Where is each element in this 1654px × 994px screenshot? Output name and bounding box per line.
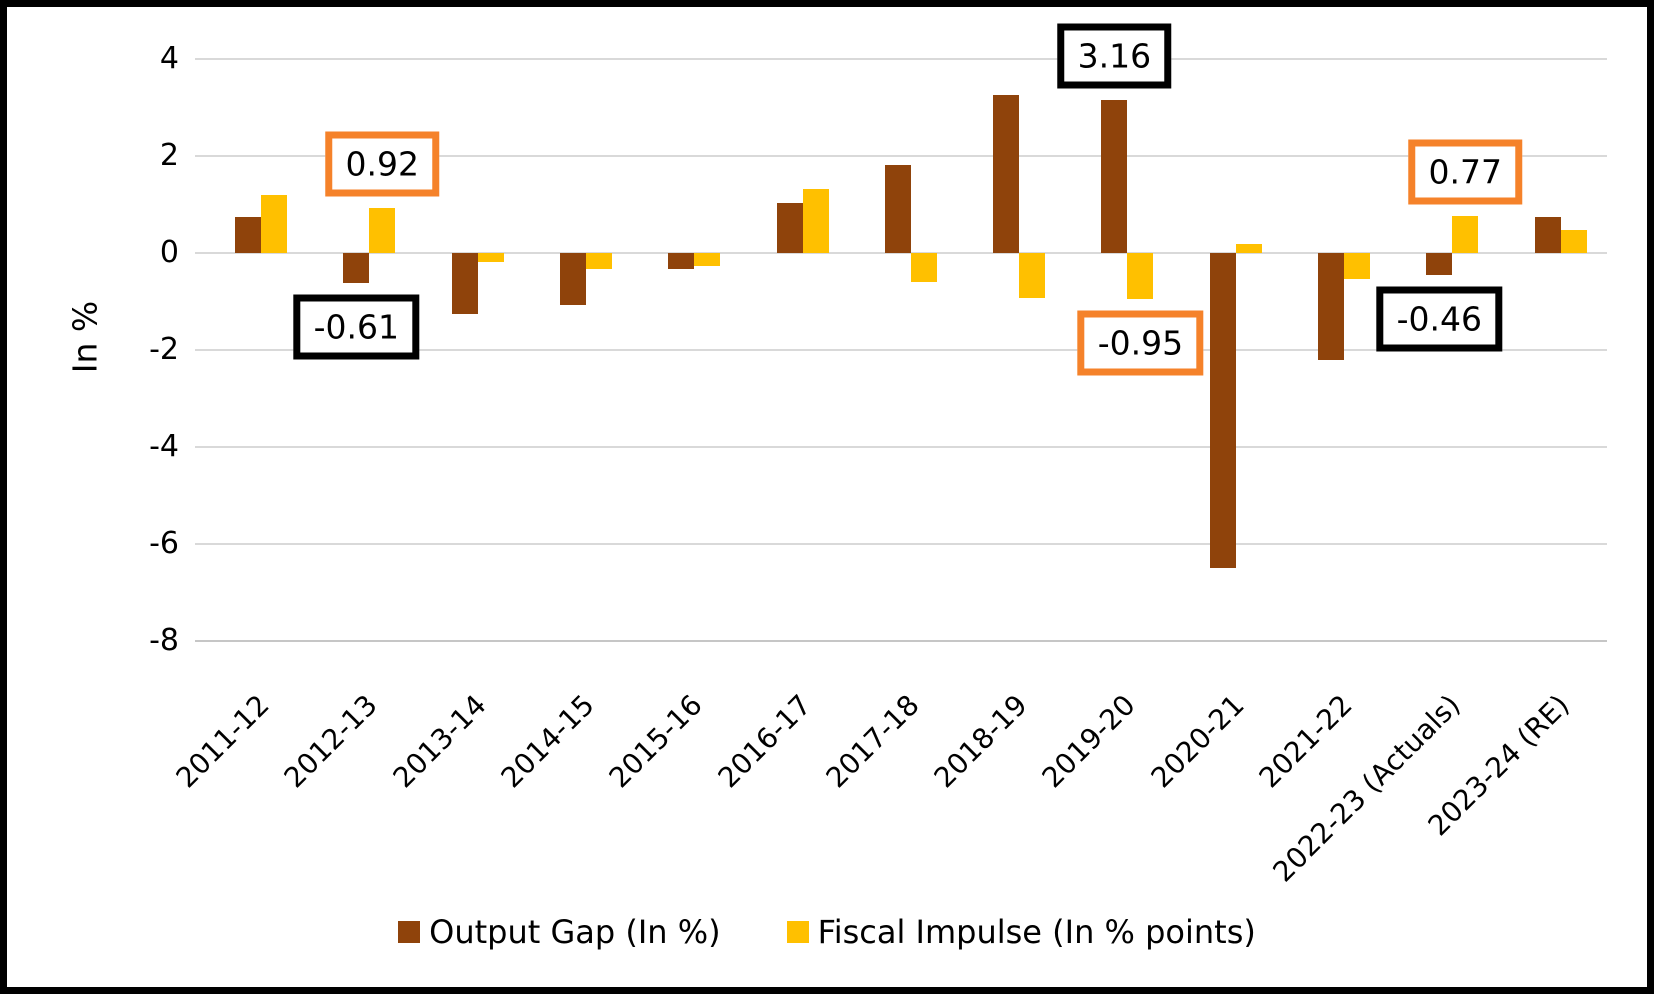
y-tick-label--2: -2 xyxy=(149,332,179,367)
gridline--4 xyxy=(195,446,1607,448)
x-tick-label-2015-16: 2015-16 xyxy=(602,688,709,795)
y-tick-label-0: 0 xyxy=(159,235,179,270)
gridline-0 xyxy=(195,252,1607,254)
x-tick-label-2020-21: 2020-21 xyxy=(1144,688,1251,795)
x-axis-line xyxy=(195,640,1607,642)
y-tick-label-2: 2 xyxy=(159,138,179,173)
bar-fiscal-impulse-2021-22 xyxy=(1344,253,1370,280)
data-label-output-gap-2019-20: 3.16 xyxy=(1057,23,1172,89)
bar-output-gap-2011-12 xyxy=(235,217,261,253)
gridline-4 xyxy=(195,58,1607,60)
legend-item-output-gap: Output Gap (In %) xyxy=(398,913,721,951)
y-tick-label-4: 4 xyxy=(159,41,179,76)
gridline--6 xyxy=(195,543,1607,545)
x-tick-label-2019-20: 2019-20 xyxy=(1035,688,1143,795)
bar-fiscal-impulse-2012-13 xyxy=(369,208,396,253)
bar-output-gap-2023-24-re xyxy=(1534,217,1561,253)
bar-fiscal-impulse-2013-14 xyxy=(477,253,504,263)
bar-output-gap-2014-15 xyxy=(559,253,586,305)
bar-fiscal-impulse-2017-18 xyxy=(910,253,937,283)
legend-item-fiscal-impulse: Fiscal Impulse (In % points) xyxy=(786,913,1256,951)
legend-label: Output Gap (In %) xyxy=(429,913,721,951)
bar-fiscal-impulse-2016-17 xyxy=(802,188,829,253)
y-tick-label--8: -8 xyxy=(149,623,179,658)
x-tick-label-2011-12: 2011-12 xyxy=(169,688,276,795)
x-axis: 2011-12 2012-13 2013-14 2014-15 2015-16 2016-… xyxy=(170,688,1607,888)
bar-output-gap-2012-13 xyxy=(343,253,370,283)
x-tick-label-2014-15: 2014-15 xyxy=(494,688,601,795)
bar-output-gap-2022-23-actuals xyxy=(1426,253,1453,276)
data-label-fiscal-impulse-2012-13: 0.92 xyxy=(325,131,440,197)
bar-fiscal-impulse-2018-19 xyxy=(1019,253,1046,299)
y-tick-label--4: -4 xyxy=(149,429,179,464)
plot-area: 0.92 -0.61 3.16 -0.95 0.77 -0.46 xyxy=(195,23,1607,642)
y-axis: 4 2 0 -2 -4 -6 -8 xyxy=(7,44,179,656)
x-tick-label-2017-18: 2017-18 xyxy=(819,688,926,795)
legend-swatch-icon xyxy=(786,921,809,943)
bar-output-gap-2017-18 xyxy=(884,164,911,253)
bar-fiscal-impulse-2014-15 xyxy=(585,253,612,270)
bar-fiscal-impulse-2019-20 xyxy=(1127,253,1154,300)
bar-fiscal-impulse-2020-21 xyxy=(1235,243,1262,253)
gridline-2 xyxy=(195,155,1607,157)
x-tick-label-2022-23-actuals: 2022-23 (Actuals) xyxy=(1266,688,1467,889)
x-tick-label-2016-17: 2016-17 xyxy=(711,688,818,795)
bar-output-gap-2016-17 xyxy=(776,203,803,253)
bar-fiscal-impulse-2011-12 xyxy=(261,194,287,253)
y-tick-label--6: -6 xyxy=(149,526,179,561)
bar-output-gap-2019-20 xyxy=(1101,99,1128,253)
gridline--2 xyxy=(195,349,1607,351)
x-tick-label-2018-19: 2018-19 xyxy=(927,688,1034,795)
data-label-output-gap-2022-23-actuals: -0.46 xyxy=(1376,286,1502,352)
x-tick-label-2023-24-re: 2023-24 (RE) xyxy=(1421,688,1576,843)
bar-output-gap-2015-16 xyxy=(668,253,695,269)
bar-output-gap-2013-14 xyxy=(451,253,478,315)
data-label-fiscal-impulse-2019-20: -0.95 xyxy=(1077,310,1204,376)
x-tick-label-2012-13: 2012-13 xyxy=(277,688,384,795)
legend-swatch-icon xyxy=(398,921,421,943)
bar-fiscal-impulse-2023-24-re xyxy=(1560,229,1587,253)
bar-fiscal-impulse-2015-16 xyxy=(694,253,721,267)
data-label-output-gap-2012-13: -0.61 xyxy=(293,294,419,360)
legend: Output Gap (In %) Fiscal Impulse (In % po… xyxy=(7,913,1647,951)
bar-fiscal-impulse-2022-23-actuals xyxy=(1452,215,1479,253)
bar-output-gap-2020-21 xyxy=(1209,253,1236,569)
data-label-fiscal-impulse-2022-23-actuals: 0.77 xyxy=(1408,139,1523,205)
bar-output-gap-2018-19 xyxy=(993,95,1020,253)
bar-output-gap-2021-22 xyxy=(1318,253,1344,360)
legend-label: Fiscal Impulse (In % points) xyxy=(817,913,1256,951)
x-tick-label-2013-14: 2013-14 xyxy=(386,688,493,795)
